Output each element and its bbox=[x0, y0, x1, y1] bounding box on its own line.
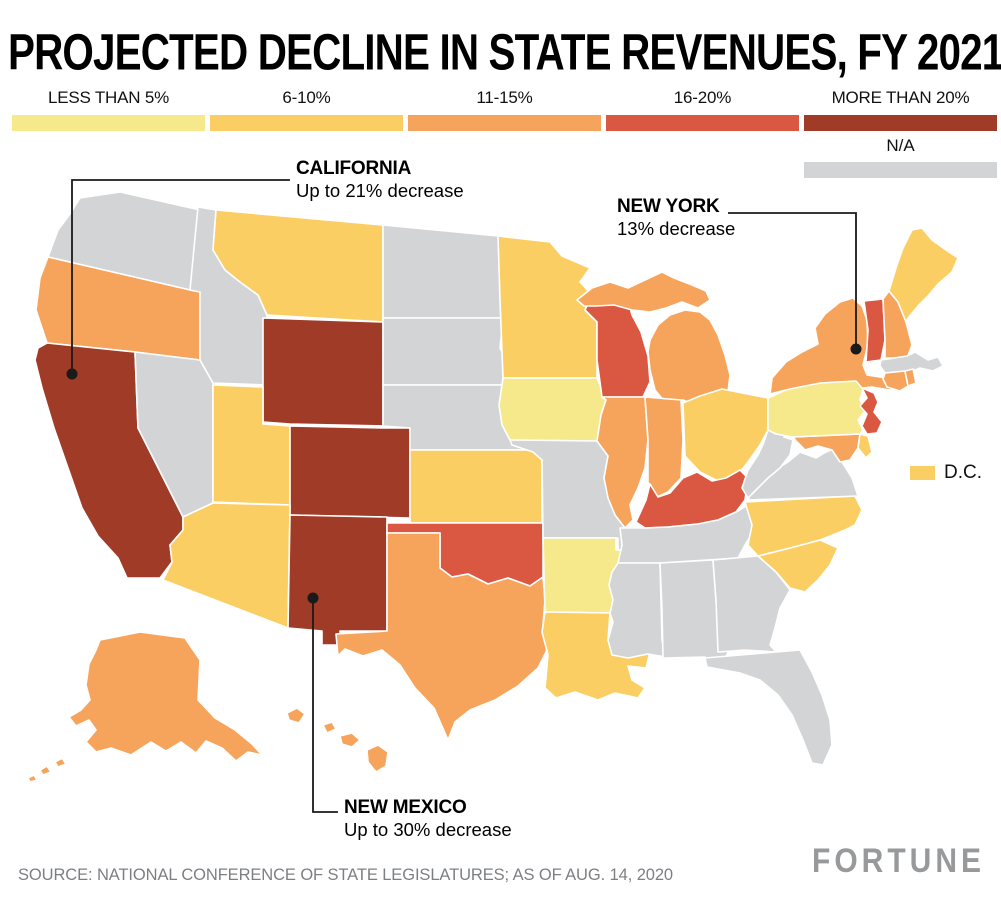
state-AK bbox=[27, 774, 38, 783]
legend-swatch bbox=[606, 115, 799, 131]
state-MN bbox=[497, 235, 598, 379]
legend-item: 16-20% bbox=[606, 88, 799, 131]
legend-swatch bbox=[804, 115, 997, 131]
state-RI bbox=[904, 368, 917, 387]
callout-leader-line bbox=[71, 179, 290, 374]
page-title: PROJECTED DECLINE IN STATE REVENUES, FY … bbox=[8, 23, 1001, 81]
legend-item: MORE THAN 20% bbox=[804, 88, 997, 131]
callout-state-note: Up to 21% decrease bbox=[296, 180, 464, 201]
state-IN bbox=[644, 396, 684, 499]
state-DE bbox=[857, 433, 873, 459]
state-MI bbox=[576, 271, 711, 313]
callout-state-name: NEW YORK bbox=[617, 196, 720, 217]
legend-swatch bbox=[210, 115, 403, 131]
callout-dot bbox=[850, 343, 862, 355]
callout-state-note: 13% decrease bbox=[617, 218, 736, 239]
callout-leader-line bbox=[312, 598, 338, 813]
state-WY bbox=[262, 317, 384, 427]
legend-swatch bbox=[408, 115, 601, 131]
dc-swatch bbox=[910, 466, 935, 480]
callout-new-mexico: NEW MEXICO Up to 30% decrease bbox=[344, 797, 512, 841]
dc-legend: D.C. bbox=[910, 462, 982, 484]
legend-item-na: N/A bbox=[804, 136, 997, 178]
callout-new-york: NEW YORK 13% decrease bbox=[617, 196, 735, 240]
state-AK bbox=[68, 631, 263, 762]
state-AK bbox=[54, 757, 67, 768]
callout-leader-line bbox=[728, 212, 857, 349]
state-ME bbox=[888, 227, 959, 323]
fortune-logo: FORTUNE bbox=[812, 842, 985, 880]
state-NJ bbox=[859, 387, 883, 435]
state-OH bbox=[682, 388, 769, 482]
state-AK bbox=[39, 765, 52, 776]
state-SD bbox=[382, 317, 509, 386]
legend-label-na: N/A bbox=[886, 136, 915, 155]
legend-item: 6-10% bbox=[210, 88, 403, 131]
state-NC bbox=[744, 495, 863, 557]
state-MS bbox=[607, 562, 667, 659]
state-HI bbox=[339, 732, 361, 748]
state-TX bbox=[335, 532, 549, 741]
legend-item: LESS THAN 5% bbox=[12, 88, 205, 131]
legend-label: 6-10% bbox=[282, 88, 331, 107]
legend-label: LESS THAN 5% bbox=[47, 88, 170, 107]
callout-state-note: Up to 30% decrease bbox=[344, 819, 512, 840]
callout-california: CALIFORNIA Up to 21% decrease bbox=[296, 158, 464, 202]
callout-dot bbox=[307, 592, 319, 604]
state-HI bbox=[322, 721, 337, 734]
state-CO bbox=[289, 425, 411, 519]
legend-label: 11-15% bbox=[476, 88, 533, 107]
state-HI bbox=[286, 707, 306, 724]
state-HI bbox=[366, 744, 389, 773]
state-MA bbox=[879, 351, 944, 374]
legend-item: 11-15% bbox=[408, 88, 601, 131]
state-IA bbox=[498, 377, 608, 442]
legend-label: MORE THAN 20% bbox=[831, 88, 970, 107]
state-NY bbox=[769, 297, 905, 395]
state-IL bbox=[596, 396, 649, 529]
legend-swatch bbox=[12, 115, 205, 131]
legend-swatch-na bbox=[804, 162, 997, 178]
dc-label: D.C. bbox=[944, 462, 982, 483]
state-ND bbox=[382, 224, 504, 319]
state-MI bbox=[647, 309, 731, 408]
source-credit: SOURCE: NATIONAL CONFERENCE OF STATE LEG… bbox=[18, 866, 673, 884]
state-KS bbox=[409, 449, 543, 524]
callout-state-name: CALIFORNIA bbox=[296, 158, 412, 179]
legend-label: 16-20% bbox=[673, 88, 732, 107]
legend: LESS THAN 5% 6-10% 11-15% 16-20% MORE TH… bbox=[12, 88, 997, 131]
callout-state-name: NEW MEXICO bbox=[344, 797, 467, 818]
callout-dot bbox=[66, 368, 78, 380]
state-NM bbox=[287, 514, 388, 646]
state-FL bbox=[704, 649, 833, 766]
